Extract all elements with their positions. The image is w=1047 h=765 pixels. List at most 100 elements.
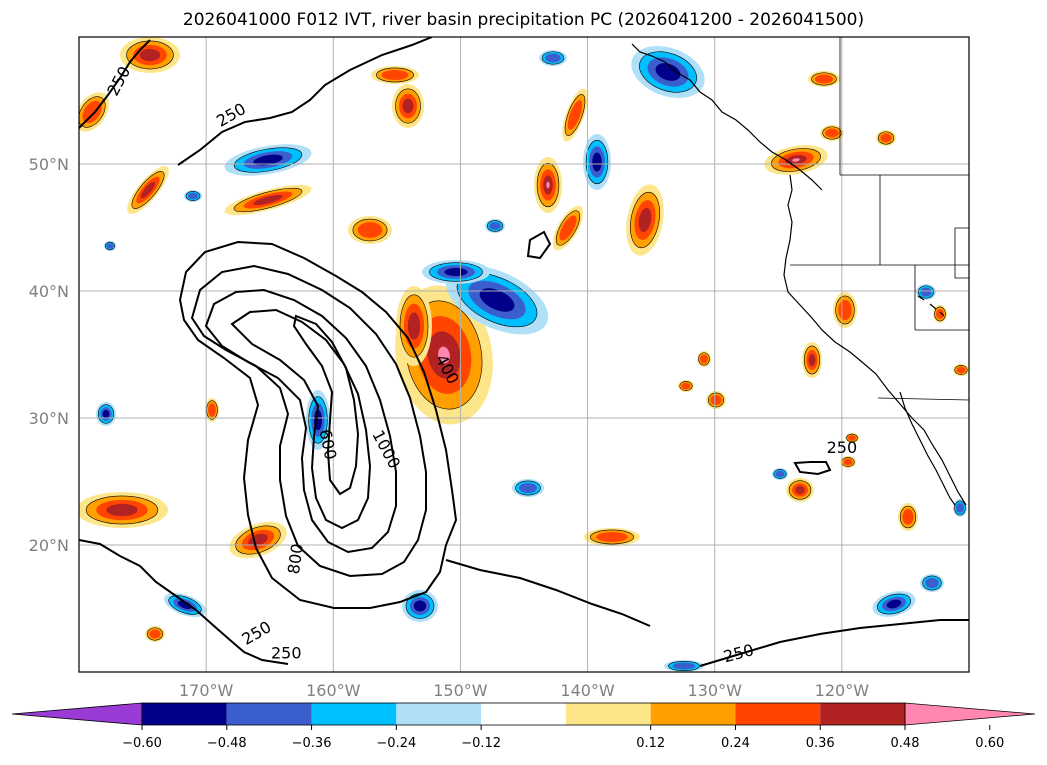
precip-pc-blob [815, 74, 833, 84]
us-mexico-border [877, 397, 969, 401]
ivt-contour-label: 800 [284, 542, 307, 575]
precip-pc-blob [655, 63, 681, 81]
baja-peninsula [899, 391, 956, 506]
precip-pc-blob [592, 152, 602, 172]
precip-pc-blob [413, 600, 427, 612]
precip-pc-blob [381, 69, 409, 81]
precip-pc-blob [925, 577, 939, 589]
precip-pc-blob [848, 435, 856, 441]
precip-pc-blob [672, 662, 696, 670]
precip-pc-blob [838, 299, 852, 321]
precip-pc-blob [102, 409, 110, 419]
ivt-contour-400 [190, 264, 427, 578]
precipitation-pc-field [79, 37, 969, 672]
precip-pc-blob [519, 482, 537, 494]
precip-pc-blob [886, 599, 902, 609]
precip-pc-blob [106, 503, 138, 517]
lat-label: 50°N [29, 155, 69, 174]
lat-label: 40°N [29, 282, 69, 301]
precip-pc-blob [956, 502, 964, 514]
hawaii-islands [917, 295, 945, 317]
precip-pc-blob [140, 181, 156, 199]
ivt-contour-250-east [793, 461, 832, 476]
precip-pc-blob [710, 394, 722, 406]
lon-label: 150°W [433, 681, 488, 700]
colorbar-tick-label: 0.12 [636, 736, 665, 751]
ivt-contour-250-ne [526, 230, 552, 260]
ivt-contours [79, 37, 969, 667]
precip-pc-blob [902, 509, 914, 525]
ivt-contour-600 [204, 288, 397, 554]
precip-pc-blob [489, 222, 501, 230]
precip-pc-blob [638, 207, 652, 233]
political-borders [790, 37, 969, 401]
ivt-contour-250-se [699, 619, 969, 667]
lon-label: 160°W [306, 681, 361, 700]
colorbar-tick-label: −0.12 [461, 736, 501, 751]
precip-pc-blob [956, 366, 966, 374]
ivt-contour-800 [230, 308, 372, 530]
precip-pc-blob [407, 312, 421, 340]
lon-label: 120°W [815, 681, 870, 700]
colorbar-segment [650, 703, 736, 725]
precip-pc-blob [546, 181, 550, 189]
lat-label: 30°N [29, 409, 69, 428]
precip-pc-blob [479, 288, 515, 312]
ivt-contour-1000 [292, 314, 360, 496]
ivt-contour-label: 250 [271, 644, 302, 663]
lat-label: 20°N [29, 536, 69, 555]
precip-pc-blob [880, 133, 892, 143]
precip-pc-blob [700, 354, 708, 364]
lon-label: 130°W [688, 681, 743, 700]
alaska-coast [631, 43, 823, 191]
precip-pc-blob [936, 308, 944, 320]
lon-label: 140°W [560, 681, 615, 700]
ivt-contour-250-arc [177, 37, 433, 166]
precip-pc-blob [444, 267, 468, 277]
colorbar-segment [396, 703, 482, 725]
precip-pc-blob [825, 128, 839, 138]
ivt-contour-250-sub [445, 559, 651, 627]
precip-pc-blob [567, 100, 583, 130]
precip-pc-blob [139, 48, 161, 62]
colorbar-extend-high [904, 702, 1036, 726]
colorbar-tick-label: −0.48 [207, 736, 247, 751]
precip-pc-blob [253, 154, 283, 166]
colorbar-segment [311, 703, 397, 725]
colorbar-tick-label: −0.60 [122, 736, 162, 751]
state-borders [790, 175, 969, 331]
precip-pc-blob [792, 158, 800, 162]
longitude-labels: 170°W 160°W 150°W 140°W 130°W 120°W [179, 681, 869, 700]
ivt-contour-250-north [79, 39, 151, 129]
colorbar-segment [735, 703, 821, 725]
precip-pc-blob [775, 470, 785, 478]
colorbar: −0.60 −0.48 −0.36 −0.24 −0.12 0.12 0.24 0.36 0.4… [11, 702, 1036, 751]
map-frame [78, 36, 970, 673]
precip-pc-blob [187, 192, 199, 200]
colorbar-tick-label: −0.36 [292, 736, 332, 751]
precip-pc-blob [920, 287, 932, 297]
latitude-labels: 20°N 30°N 40°N 50°N [29, 155, 69, 555]
precip-pc-blob [402, 98, 414, 114]
precip-pc-blob [82, 100, 102, 124]
colorbar-segment [565, 703, 651, 725]
map-title: 2026041000 F012 IVT, river basin precipi… [182, 10, 865, 30]
colorbar-tick-label: −0.24 [376, 736, 416, 751]
colorbar-tick-label: 0.24 [721, 736, 750, 751]
north-america-west-coast [783, 174, 967, 506]
colorbar-tick-label: 0.36 [806, 736, 835, 751]
precip-pc-blob [681, 382, 691, 390]
colorbar-segment [481, 703, 566, 725]
precip-pc-blob [106, 243, 114, 249]
precip-pc-blob [253, 194, 283, 206]
colorbar-segment [820, 703, 905, 725]
graticule [79, 37, 969, 672]
precip-pc-blob [843, 458, 853, 466]
precip-pc-blob [545, 53, 561, 63]
ivt-contour-label: 250 [827, 438, 858, 457]
precip-pc-blob [149, 629, 161, 639]
colorbar-segment [226, 703, 312, 725]
colorbar-extend-low [11, 702, 143, 726]
colorbar-tick-label: 0.48 [891, 736, 920, 751]
precip-pc-blob [559, 215, 577, 241]
